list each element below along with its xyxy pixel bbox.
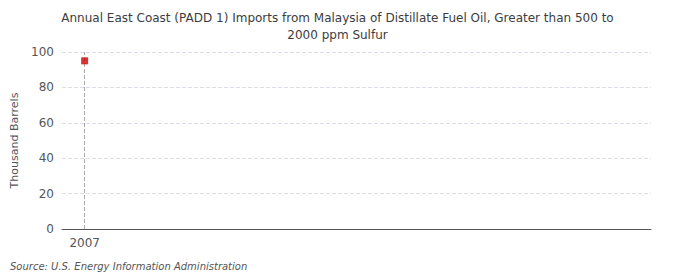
svg-text:40: 40: [39, 151, 54, 165]
svg-text:Annual East Coast (PADD 1) Imp: Annual East Coast (PADD 1) Imports from …: [61, 11, 613, 25]
svg-text:0: 0: [46, 222, 54, 236]
svg-text:60: 60: [39, 116, 54, 130]
svg-text:20: 20: [39, 187, 54, 201]
svg-text:Thousand Barrels: Thousand Barrels: [8, 92, 21, 189]
svg-text:80: 80: [39, 80, 54, 94]
svg-text:Source: U.S. Energy Informatio: Source: U.S. Energy Information Administ…: [10, 261, 247, 272]
svg-text:2000 ppm Sulfur: 2000 ppm Sulfur: [287, 28, 387, 42]
svg-text:2007: 2007: [69, 236, 100, 250]
svg-text:100: 100: [31, 45, 54, 59]
